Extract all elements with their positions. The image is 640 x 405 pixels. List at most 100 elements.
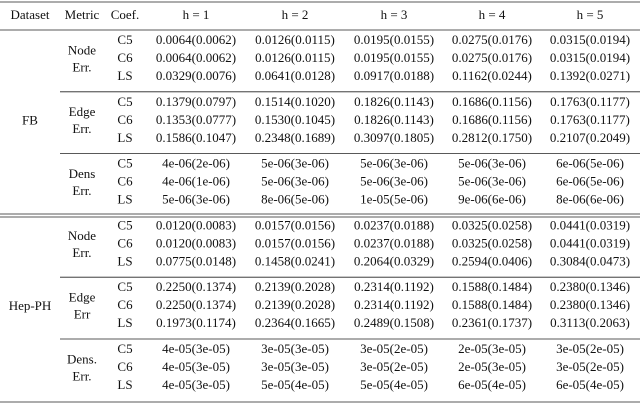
cell: 0.0157(0.0156) — [255, 217, 335, 232]
cell: 0.2594(0.0406) — [452, 253, 532, 268]
metric-label: Err. — [72, 245, 91, 260]
cell: 0.1458(0.0241) — [255, 253, 335, 268]
cell: 0.2380(0.1346) — [550, 279, 630, 294]
coef-label: C5 — [117, 94, 132, 109]
column-header: Coef. — [111, 7, 140, 22]
coef-label: LS — [117, 192, 132, 207]
cell: 0.1686(0.1156) — [452, 112, 532, 127]
cell: 8e-06(6e-06) — [556, 192, 624, 207]
cell: 5e-05(4e-05) — [360, 377, 428, 392]
metric-label: Node — [68, 42, 96, 57]
cell: 0.2107(0.2049) — [550, 130, 630, 145]
coef-label: C5 — [117, 341, 132, 356]
cell: 3e-05(2e-05) — [556, 341, 624, 356]
cell: 1e-05(5e-06) — [360, 192, 428, 207]
metric-label: Err — [74, 307, 91, 322]
metric-label: Err. — [72, 59, 91, 74]
cell: 2e-05(3e-05) — [458, 341, 526, 356]
metric-label: Edge — [69, 290, 96, 305]
cell: 0.0195(0.0155) — [354, 32, 434, 47]
cell: 4e-06(1e-06) — [162, 174, 230, 189]
cell: 0.1686(0.1156) — [452, 94, 532, 109]
cell: 0.0195(0.0155) — [354, 50, 434, 65]
cell: 4e-05(3e-05) — [162, 377, 230, 392]
metric-label: Dens. — [67, 351, 97, 366]
cell: 0.0157(0.0156) — [255, 235, 335, 250]
cell: 0.2314(0.1192) — [354, 279, 434, 294]
cell: 0.0917(0.0188) — [354, 68, 434, 83]
cell: 5e-06(3e-06) — [458, 174, 526, 189]
coef-label: C5 — [117, 32, 132, 47]
cell: 0.2250(0.1374) — [156, 279, 236, 294]
metric-label: Node — [68, 228, 96, 243]
cell: 3e-05(2e-05) — [556, 359, 624, 374]
cell: 0.0064(0.0062) — [156, 32, 236, 47]
cell: 3e-05(3e-05) — [261, 359, 329, 374]
cell: 0.2139(0.2028) — [255, 297, 335, 312]
cell: 0.0441(0.0319) — [550, 235, 630, 250]
coef-label: C6 — [117, 174, 133, 189]
cell: 0.2489(0.1508) — [354, 315, 434, 330]
cell: 0.0275(0.0176) — [452, 32, 532, 47]
cell: 0.2064(0.0329) — [354, 253, 434, 268]
cell: 0.0237(0.0188) — [354, 235, 434, 250]
coef-label: LS — [117, 130, 132, 145]
cell: 0.2139(0.2028) — [255, 279, 335, 294]
cell: 0.1763(0.1177) — [550, 94, 630, 109]
cell: 0.0126(0.0115) — [255, 50, 335, 65]
cell: 0.2250(0.1374) — [156, 297, 236, 312]
cell: 5e-06(3e-06) — [360, 174, 428, 189]
cell: 0.0126(0.0115) — [255, 32, 335, 47]
coef-label: C6 — [117, 359, 133, 374]
cell: 0.2348(0.1689) — [255, 130, 335, 145]
cell: 0.1973(0.1174) — [156, 315, 236, 330]
cell: 0.1826(0.1143) — [354, 94, 434, 109]
cell: 0.1353(0.0777) — [156, 112, 236, 127]
coef-label: C6 — [117, 50, 133, 65]
cell: 0.1586(0.1047) — [156, 130, 236, 145]
cell: 0.3097(0.1805) — [354, 130, 434, 145]
metric-label: Err. — [72, 183, 91, 198]
cell: 0.1530(0.1045) — [255, 112, 335, 127]
cell: 0.0441(0.0319) — [550, 217, 630, 232]
coef-label: C5 — [117, 156, 132, 171]
metric-label: Edge — [69, 104, 96, 119]
metric-label: Err. — [72, 121, 91, 136]
cell: 0.0315(0.0194) — [550, 32, 630, 47]
dataset-label: Hep-PH — [9, 298, 52, 313]
cell: 2e-05(3e-05) — [458, 359, 526, 374]
cell: 0.2361(0.1737) — [452, 315, 532, 330]
coef-label: C6 — [117, 112, 133, 127]
cell: 5e-06(3e-06) — [458, 156, 526, 171]
column-header: Metric — [65, 7, 100, 22]
cell: 0.1379(0.0797) — [156, 94, 236, 109]
cell: 0.1514(0.1020) — [255, 94, 335, 109]
cell: 5e-05(4e-05) — [261, 377, 329, 392]
coef-label: C5 — [117, 279, 132, 294]
cell: 0.3113(0.2063) — [550, 315, 630, 330]
cell: 0.0315(0.0194) — [550, 50, 630, 65]
cell: 0.0641(0.0128) — [255, 68, 335, 83]
cell: 0.0064(0.0062) — [156, 50, 236, 65]
cell: 5e-06(3e-06) — [162, 192, 230, 207]
cell: 9e-06(6e-06) — [458, 192, 526, 207]
cell: 0.0329(0.0076) — [156, 68, 236, 83]
column-header: h = 5 — [577, 7, 604, 22]
cell: 0.0237(0.0188) — [354, 217, 434, 232]
cell: 4e-06(2e-06) — [162, 156, 230, 171]
cell: 6e-06(5e-06) — [556, 174, 624, 189]
cell: 5e-06(3e-06) — [360, 156, 428, 171]
coef-label: C6 — [117, 297, 133, 312]
cell: 0.0120(0.0083) — [156, 235, 236, 250]
metric-label: Err. — [72, 368, 91, 383]
cell: 6e-05(4e-05) — [556, 377, 624, 392]
cell: 5e-06(3e-06) — [261, 174, 329, 189]
cell: 6e-06(5e-06) — [556, 156, 624, 171]
coef-label: C6 — [117, 235, 133, 250]
cell: 0.1826(0.1143) — [354, 112, 434, 127]
dataset-label: FB — [22, 113, 38, 128]
column-header: h = 2 — [282, 7, 309, 22]
cell: 0.2380(0.1346) — [550, 297, 630, 312]
cell: 0.2314(0.1192) — [354, 297, 434, 312]
